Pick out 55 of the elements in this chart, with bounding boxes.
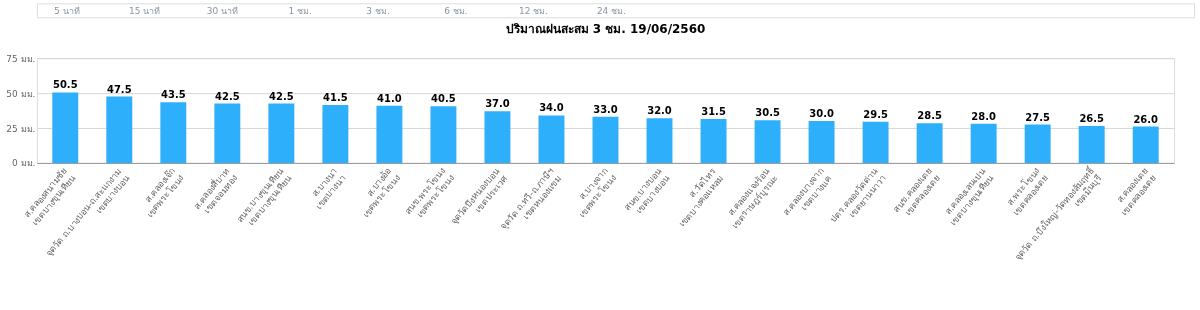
bar [808, 121, 835, 163]
bar [214, 103, 241, 163]
bar [970, 123, 997, 163]
bar [106, 96, 133, 163]
data-label: 26.5 [1079, 112, 1105, 124]
data-label: 28.0 [971, 110, 996, 122]
text: 1 ชม. [288, 6, 312, 17]
y-tick-label: 0 มม. [11, 158, 36, 169]
text: 24 ชม. [596, 6, 627, 17]
text: 6 ชม. [444, 6, 468, 17]
data-label: 32.0 [647, 105, 672, 117]
text: 12 ชม. [519, 6, 549, 17]
y-tick-label: 25 มม. [6, 123, 36, 134]
bar [52, 92, 79, 163]
bar [160, 102, 187, 163]
y-tick-label: 75 มม. [6, 53, 36, 64]
data-label: 42.5 [269, 90, 294, 102]
bar [592, 116, 619, 163]
data-label: 28.5 [917, 110, 942, 122]
data-label: 33.0 [593, 103, 618, 115]
y-tick-label: 50 มม. [6, 88, 36, 99]
data-label: 40.5 [431, 93, 456, 105]
data-label: 37.0 [485, 98, 510, 110]
data-label: 50.5 [52, 79, 78, 91]
data-label: 26.0 [1133, 113, 1159, 125]
bar [1132, 126, 1159, 163]
data-label: 41.0 [377, 92, 402, 104]
text: 30 นาที [206, 6, 239, 17]
text: 15 นาที [129, 6, 161, 17]
bar [484, 111, 511, 163]
chart-title: ปริมาณฝนสะสม 3 ชม. 19/06/2560 [505, 22, 706, 37]
text: 5 นาที [54, 6, 80, 17]
data-label: 31.5 [701, 105, 726, 117]
text: 3 ชม. [366, 6, 390, 17]
data-label: 30.5 [755, 107, 780, 119]
data-label: 42.5 [215, 90, 240, 102]
data-label: 30.0 [809, 108, 834, 120]
bar [916, 123, 943, 163]
bar [862, 121, 889, 163]
bar [322, 104, 349, 163]
data-label: 41.5 [323, 91, 348, 103]
bar [430, 106, 457, 163]
bar [376, 105, 403, 163]
bar [538, 115, 565, 163]
data-label: 43.5 [161, 89, 186, 101]
data-label: 29.5 [863, 108, 888, 120]
data-label: 34.0 [539, 102, 564, 114]
bar [646, 118, 673, 163]
data-label: 47.5 [106, 83, 132, 95]
bar [1024, 124, 1051, 163]
bar [754, 120, 781, 163]
bar [1078, 125, 1105, 163]
data-label: 27.5 [1025, 111, 1051, 123]
bar [268, 103, 295, 163]
bar [700, 118, 727, 163]
